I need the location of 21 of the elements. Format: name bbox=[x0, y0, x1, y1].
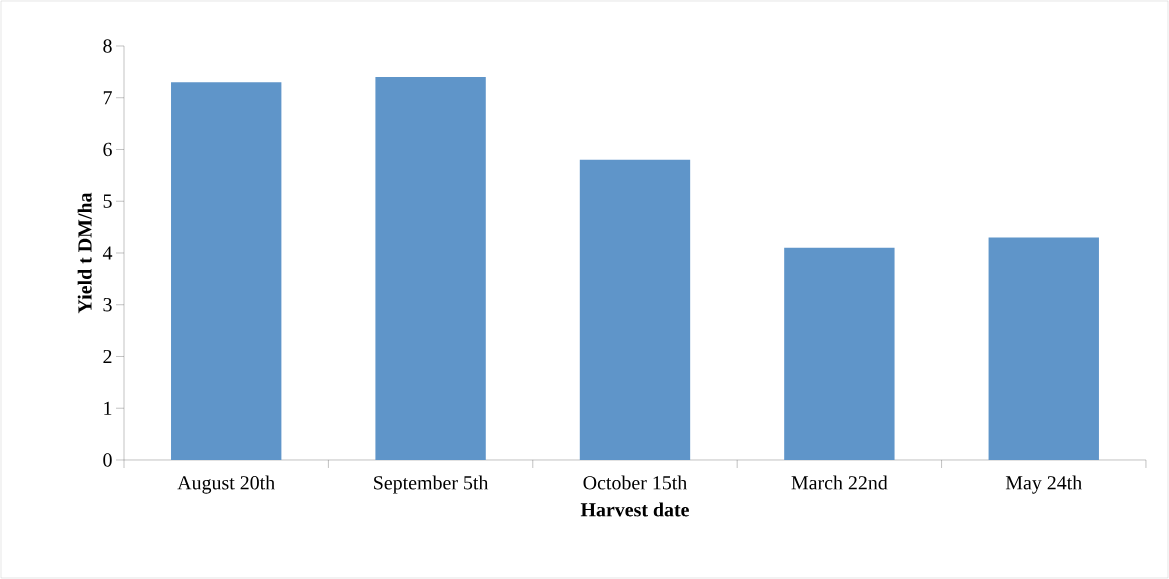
x-tick-label: September 5th bbox=[374, 475, 489, 494]
x-tick-label: August 20th bbox=[177, 475, 275, 494]
y-tick-label: 7 bbox=[103, 91, 112, 105]
x-tick-label: October 15th bbox=[583, 475, 687, 490]
y-tick-label: 3 bbox=[103, 298, 112, 312]
y-tick-label: 0 bbox=[103, 453, 112, 467]
y-axis-title: Yield t DM/ha bbox=[77, 192, 92, 314]
x-tick-label: March 22nd bbox=[791, 475, 888, 490]
y-tick-label: 4 bbox=[102, 246, 113, 260]
y-tick-label: 1 bbox=[104, 401, 112, 415]
y-tick-label: 6 bbox=[103, 142, 112, 157]
bar bbox=[579, 159, 691, 460]
bar bbox=[171, 82, 282, 460]
bar bbox=[784, 247, 895, 460]
y-tick-label: 8 bbox=[103, 39, 112, 53]
x-tick-label: May 24th bbox=[1005, 475, 1082, 494]
y-tick-label: 5 bbox=[103, 194, 112, 208]
x-axis-title: Harvest date bbox=[580, 502, 689, 517]
bar bbox=[375, 77, 486, 460]
y-tick-label: 2 bbox=[103, 349, 112, 364]
bar bbox=[988, 237, 1099, 460]
